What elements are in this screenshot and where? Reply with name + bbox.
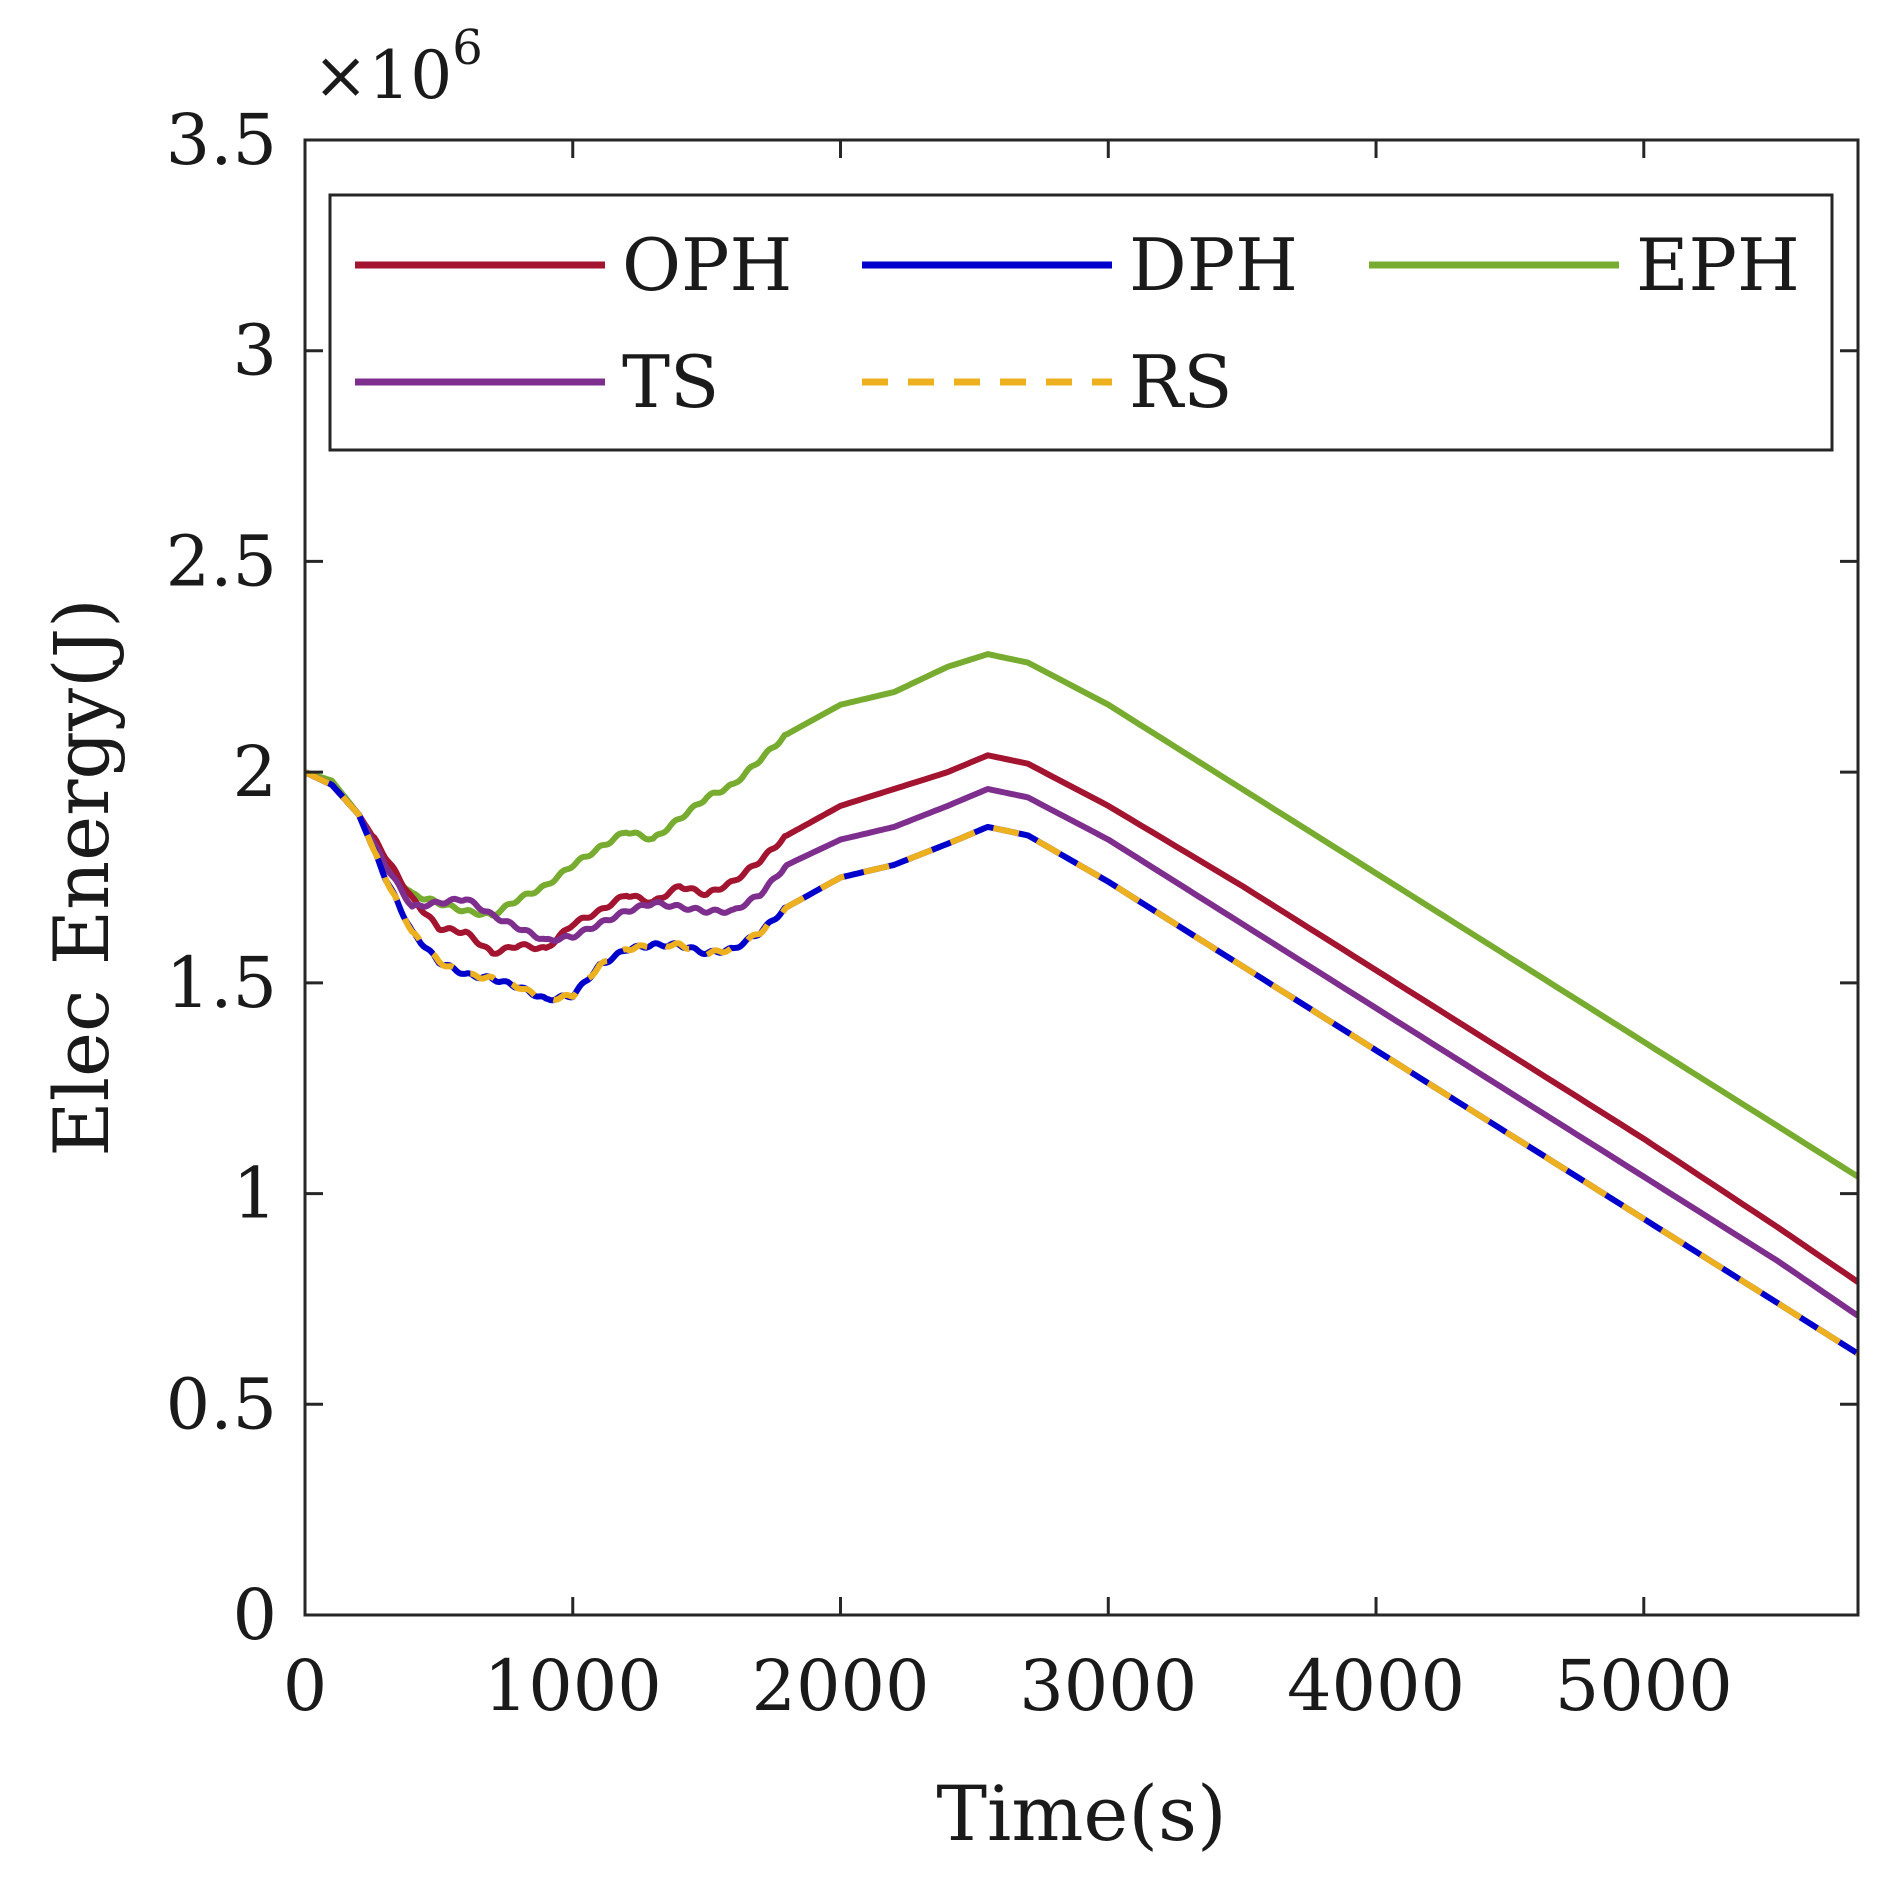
legend-label-eph: EPH — [1636, 223, 1800, 307]
y-axis-exponent-label: ×106 — [313, 20, 483, 114]
series-line-oph — [303, 752, 1860, 1285]
series-line-rs — [303, 769, 1860, 1357]
tick-labels-layer: 0 1000 2000 3000 4000 5000 0 0.5 1 1.5 2 2.5 3 3.5 — [166, 99, 1733, 1727]
y-axis-exponent-base: ×10 — [313, 37, 452, 114]
ticks-layer — [303, 138, 1858, 1617]
series-layer — [303, 651, 1860, 1357]
series-line-ts — [303, 769, 1860, 1319]
y-axis-label: Elec Energy(J) — [37, 598, 126, 1157]
y-tick-label: 1 — [232, 1153, 277, 1235]
x-tick-label: 0 — [283, 1645, 328, 1727]
x-tick-label: 1000 — [484, 1645, 662, 1727]
y-axis-exponent-power: 6 — [452, 20, 483, 76]
y-tick-label: 3.5 — [166, 99, 277, 181]
legend-box — [328, 193, 1834, 452]
x-tick-label: 5000 — [1555, 1645, 1733, 1727]
y-tick-label: 2.5 — [166, 520, 277, 602]
plot-area-frame — [303, 138, 1860, 1617]
y-tick-label: 2 — [232, 731, 277, 813]
legend-label-rs: RS — [1129, 340, 1233, 424]
x-tick-label: 2000 — [751, 1645, 929, 1727]
legend-label-oph: OPH — [622, 223, 792, 307]
y-tick-label: 0 — [232, 1574, 277, 1656]
x-tick-label: 4000 — [1287, 1645, 1465, 1727]
y-tick-label: 1.5 — [166, 942, 277, 1024]
x-axis-label: Time(s) — [936, 1769, 1226, 1858]
legend: OPH DPH EPH TS RS — [328, 193, 1834, 452]
y-tick-label: 0.5 — [166, 1363, 277, 1445]
x-tick-label: 3000 — [1019, 1645, 1197, 1727]
legend-label-ts: TS — [622, 340, 719, 424]
legend-label-dph: DPH — [1129, 223, 1298, 307]
y-tick-label: 3 — [232, 310, 277, 392]
